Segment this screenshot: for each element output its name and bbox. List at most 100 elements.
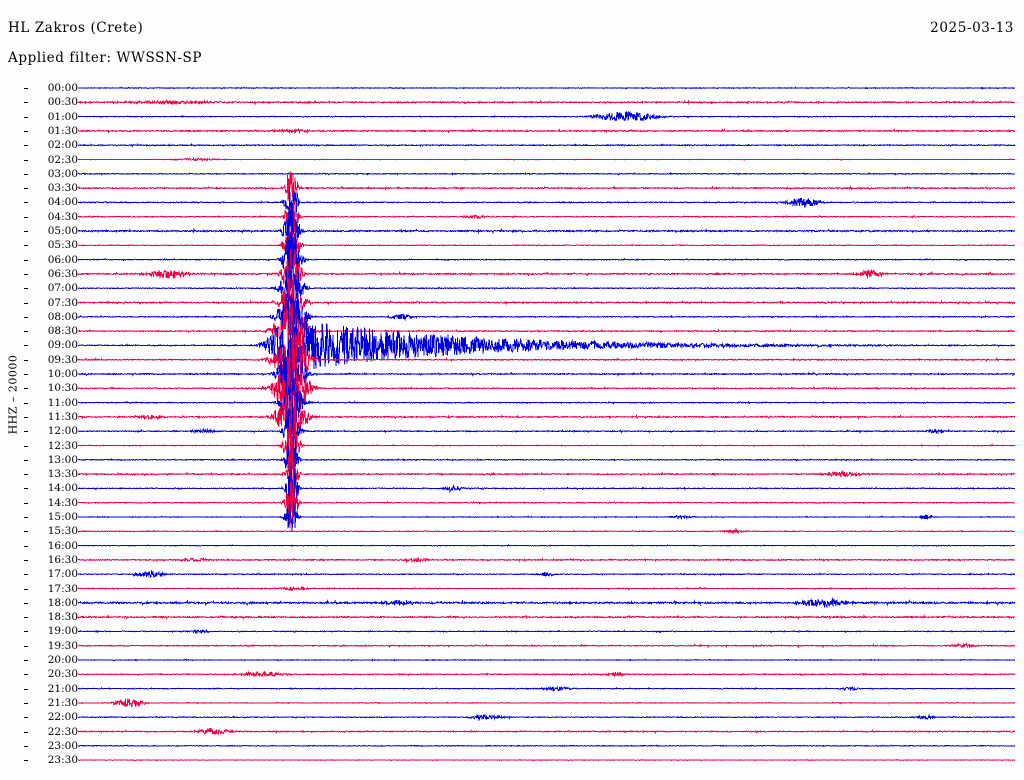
time-tick-label: 07:00 (47, 282, 78, 295)
time-tick-label: 08:00 (47, 310, 78, 323)
time-tick-label: 01:00 (47, 110, 78, 123)
time-tick-mark (24, 660, 28, 661)
time-tick-label: 10:30 (47, 382, 78, 395)
time-tick-label: 04:30 (47, 210, 78, 223)
seismic-trace (77, 127, 1016, 135)
seismic-trace (77, 670, 1016, 678)
time-tick-mark (24, 116, 28, 118)
time-tick-mark (24, 259, 28, 261)
time-tick-mark (24, 617, 28, 619)
seismic-trace (77, 727, 1016, 736)
time-tick-label: 15:30 (47, 525, 78, 538)
time-tick-label: 21:30 (47, 696, 78, 709)
time-tick-label: 01:30 (47, 124, 78, 137)
time-tick-mark (24, 202, 28, 204)
time-tick-mark (24, 145, 28, 147)
seismic-trace (78, 417, 1016, 472)
time-tick-mark (24, 717, 28, 719)
time-tick-label: 07:30 (47, 296, 78, 309)
time-tick-mark (24, 273, 28, 275)
applied-filter-label: Applied filter: WWSSN-SP (8, 50, 203, 66)
time-tick-label: 14:30 (47, 496, 78, 509)
seismic-trace (77, 355, 1015, 398)
time-tick-label: 16:30 (47, 553, 78, 566)
time-tick-label: 17:30 (47, 582, 78, 595)
seismic-trace (78, 402, 1016, 458)
seismic-trace (77, 99, 1016, 106)
time-tick-label: 02:00 (47, 139, 78, 152)
time-tick-label: 09:30 (47, 353, 78, 366)
time-tick-mark (24, 245, 28, 247)
time-tick-label: 10:00 (47, 368, 78, 380)
time-tick-label: 00:30 (47, 96, 78, 109)
page-title: HL Zakros (Crete) (8, 20, 144, 36)
time-tick-label: 23:00 (47, 739, 78, 752)
seismic-trace (77, 500, 1016, 532)
time-tick-label: 05:00 (47, 225, 78, 237)
time-tick-mark (24, 316, 28, 318)
seismic-trace (77, 202, 1015, 256)
time-tick-label: 05:30 (47, 239, 78, 252)
time-tick-label: 06:30 (47, 267, 78, 280)
seismic-trace (77, 86, 1016, 90)
time-tick-mark (24, 731, 28, 733)
time-tick-mark (24, 531, 28, 533)
time-tick-mark (24, 502, 28, 504)
time-tick-label: 12:00 (47, 425, 78, 438)
time-tick-mark (24, 159, 28, 161)
time-tick-mark (24, 488, 28, 490)
time-tick-mark (24, 474, 28, 476)
seismic-trace (77, 275, 1016, 329)
seismic-trace (77, 188, 1016, 231)
time-tick-mark (24, 102, 28, 104)
time-tick-label: 12:30 (47, 439, 78, 452)
seismic-trace (77, 142, 1016, 148)
seismic-trace (77, 478, 1016, 529)
time-tick-mark (24, 402, 28, 404)
seismic-trace (77, 569, 1016, 578)
seismic-trace (77, 171, 1016, 205)
time-tick-mark (24, 559, 28, 561)
record-date: 2025-03-13 (930, 20, 1014, 36)
seismic-trace (77, 231, 1016, 288)
time-tick-mark (24, 359, 28, 361)
seismic-trace (77, 359, 1016, 416)
time-tick-label: 13:30 (47, 468, 78, 481)
time-tick-label: 18:30 (47, 611, 78, 624)
seismic-trace (77, 171, 1016, 176)
time-tick-label: 08:30 (47, 325, 78, 338)
time-tick-label: 13:00 (47, 453, 78, 466)
time-tick-mark (24, 388, 28, 390)
time-tick-mark (24, 302, 28, 304)
seismic-trace (78, 437, 1016, 483)
time-tick-mark (24, 760, 28, 762)
time-tick-label: 11:00 (47, 396, 78, 409)
seismic-trace (77, 628, 1016, 635)
seismic-trace (77, 262, 1016, 316)
time-tick-mark (24, 645, 28, 647)
time-tick-mark (24, 374, 28, 375)
time-tick-label: 23:30 (47, 754, 78, 767)
seismic-trace (78, 225, 1015, 272)
time-tick-mark (24, 588, 28, 590)
time-tick-label: 22:30 (47, 725, 78, 738)
time-tick-label: 09:00 (47, 339, 78, 352)
seismic-trace (77, 758, 1016, 762)
time-tick-mark (24, 288, 28, 290)
time-tick-label: 20:30 (47, 668, 78, 681)
time-tick-label: 17:00 (47, 568, 78, 581)
time-tick-mark (24, 674, 28, 676)
time-tick-mark (24, 545, 28, 547)
seismic-trace (77, 527, 1016, 535)
time-tick-mark (24, 173, 28, 175)
seismic-trace (77, 642, 1016, 649)
time-tick-label: 00:00 (47, 82, 78, 94)
seismic-trace (77, 685, 1015, 692)
helicorder-plot: 00:00 00:30 01:00 01:30 02:00 02:30 03:00 03:30… (0, 78, 1024, 774)
seismic-trace (77, 331, 1016, 385)
seismic-trace (77, 697, 1016, 708)
time-tick-mark (24, 231, 28, 232)
seismic-trace (77, 463, 1015, 513)
time-tick-label: 18:00 (47, 596, 78, 609)
